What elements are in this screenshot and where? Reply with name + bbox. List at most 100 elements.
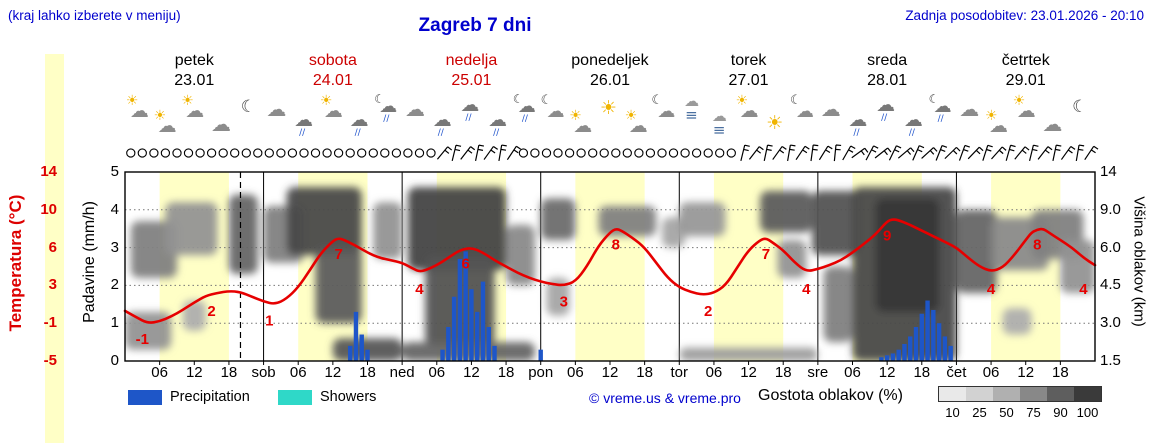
calm-wind-symbol <box>149 148 159 158</box>
daylight-band <box>159 172 229 361</box>
wind-barb <box>451 144 462 161</box>
precip-bar <box>890 353 896 361</box>
wind-barb <box>935 144 948 161</box>
precip-bar <box>942 336 948 361</box>
precip-bar <box>925 300 930 361</box>
weather-icon-sun-cloud: ☀ ☁ <box>625 109 651 139</box>
fog-glyph: ☁ <box>711 107 727 125</box>
calm-wind-symbol <box>622 148 632 158</box>
cloud-patch <box>165 202 218 256</box>
wind-barb <box>991 146 1007 160</box>
weather-icon-fog: ☁ ≡ <box>708 107 734 139</box>
x-axis-label: 06 <box>567 364 584 381</box>
weather-icon-moon-rain: ☾ ☁ ∕∕ <box>374 92 401 124</box>
calm-wind-symbol <box>310 148 321 158</box>
wind-barb <box>1052 144 1062 162</box>
sun-cloud-glyph: ☀ <box>153 108 167 124</box>
left-margin-band <box>45 54 64 443</box>
day-date: 26.01 <box>589 72 630 89</box>
calm-wind-symbol <box>253 148 263 158</box>
moon-cloud-glyph: ☾ <box>540 93 553 108</box>
weather-icon-cloud: ☁ <box>403 96 429 124</box>
temperature-label: 3 <box>560 293 568 310</box>
sun-cloud-glyph: ☁ <box>185 100 205 122</box>
fog-glyph: ☁ <box>684 92 700 110</box>
x-axis-label: 12 <box>324 364 342 381</box>
cloud-height-tick: 14 <box>1100 163 1117 180</box>
precip-bar <box>538 349 543 361</box>
precipitation-tick: 5 <box>110 163 119 180</box>
wind-barb <box>865 145 879 161</box>
wind-barb <box>874 147 892 159</box>
rain-glyph: ∕∕ <box>465 113 472 123</box>
wind-barb <box>506 145 521 161</box>
precipitation-tick: 4 <box>110 200 119 218</box>
precipitation-tick: 2 <box>110 276 119 294</box>
precip-bar <box>486 326 491 361</box>
precipitation-legend-label: Precipitation <box>170 389 250 405</box>
calm-wind-symbol <box>264 148 274 158</box>
precip-bar <box>457 258 463 361</box>
day-name: ponedeljek <box>571 52 649 69</box>
temperature-tick: 14 <box>40 163 57 180</box>
sun-cloud-glyph: ☀ <box>1012 93 1026 109</box>
calm-wind-symbol <box>599 148 609 158</box>
precip-bar <box>902 343 907 361</box>
calm-wind-symbol <box>195 148 205 158</box>
day-date: 27.01 <box>728 72 769 89</box>
wind-barb <box>1005 144 1016 161</box>
cloud-patch <box>425 255 495 346</box>
precip-bar <box>469 289 474 361</box>
day-name: torek <box>730 52 767 69</box>
wind-barb <box>474 144 485 162</box>
precip-bar <box>451 296 457 361</box>
copyright-link[interactable]: © vreme.us & vreme.pro <box>589 390 741 406</box>
moon-rain-glyph: ☾ <box>374 92 386 106</box>
wind-barb <box>748 146 764 160</box>
weather-icon-rain: ☁ ∕∕ <box>292 111 318 139</box>
calm-wind-symbol <box>137 148 147 158</box>
moon-rain-glyph: ∕∕ <box>521 114 528 124</box>
calm-wind-symbol <box>530 148 540 158</box>
wind-barb <box>912 145 925 161</box>
precip-bar <box>480 281 486 361</box>
weather-icon-sun-cloud: ☀ ☁ <box>985 109 1011 139</box>
rain-glyph: ∕∕ <box>299 128 306 138</box>
calm-wind-symbol <box>230 148 240 158</box>
grayscale-step-label: 75 <box>1026 405 1041 420</box>
weather-icon-cloud: ☁ <box>264 96 290 124</box>
calm-wind-symbol <box>160 148 171 158</box>
day-date: 28.01 <box>867 72 908 89</box>
weather-icon-sun-cloud: ☀ ☁ <box>569 109 595 139</box>
weather-icon-sun: ☀ <box>763 111 789 139</box>
grayscale-step <box>966 387 993 401</box>
wind-barb <box>1037 146 1053 160</box>
precip-bar <box>948 345 953 361</box>
wind-barb <box>1075 144 1085 162</box>
x-axis-label: 12 <box>878 364 896 381</box>
daylight-band <box>852 172 922 361</box>
x-axis-label: 18 <box>774 364 792 381</box>
location-hint: (kraj lahko izberete v meniju) <box>8 8 181 23</box>
x-axis-label: 06 <box>151 364 168 381</box>
x-axis-label: sob <box>251 364 276 381</box>
weather-icon-cloud: ☁ <box>819 96 845 124</box>
wind-barb <box>787 144 796 162</box>
weather-icon-fog: ☁ ≡ <box>680 92 706 124</box>
weather-icon-rain: ☁ ∕∕ <box>486 111 512 139</box>
x-axis-label: 06 <box>705 364 723 381</box>
precip-bar <box>347 345 353 361</box>
rain-glyph: ☁ <box>876 94 896 116</box>
cloud-patch <box>852 187 957 361</box>
calm-wind-symbol <box>645 148 656 158</box>
calm-wind-symbol <box>426 148 436 158</box>
moon-cloud-glyph: ☁ <box>546 101 565 122</box>
moon-rain-glyph: ☁ <box>933 96 952 117</box>
cloud-patch <box>823 266 853 343</box>
wind-barb <box>944 146 961 160</box>
cloud-glyph: ☁ <box>1042 112 1063 136</box>
wind-barb <box>1028 144 1039 161</box>
cloud-layer <box>125 187 1095 361</box>
cloud-patch <box>263 206 304 263</box>
x-axis-label: 12 <box>740 364 757 381</box>
